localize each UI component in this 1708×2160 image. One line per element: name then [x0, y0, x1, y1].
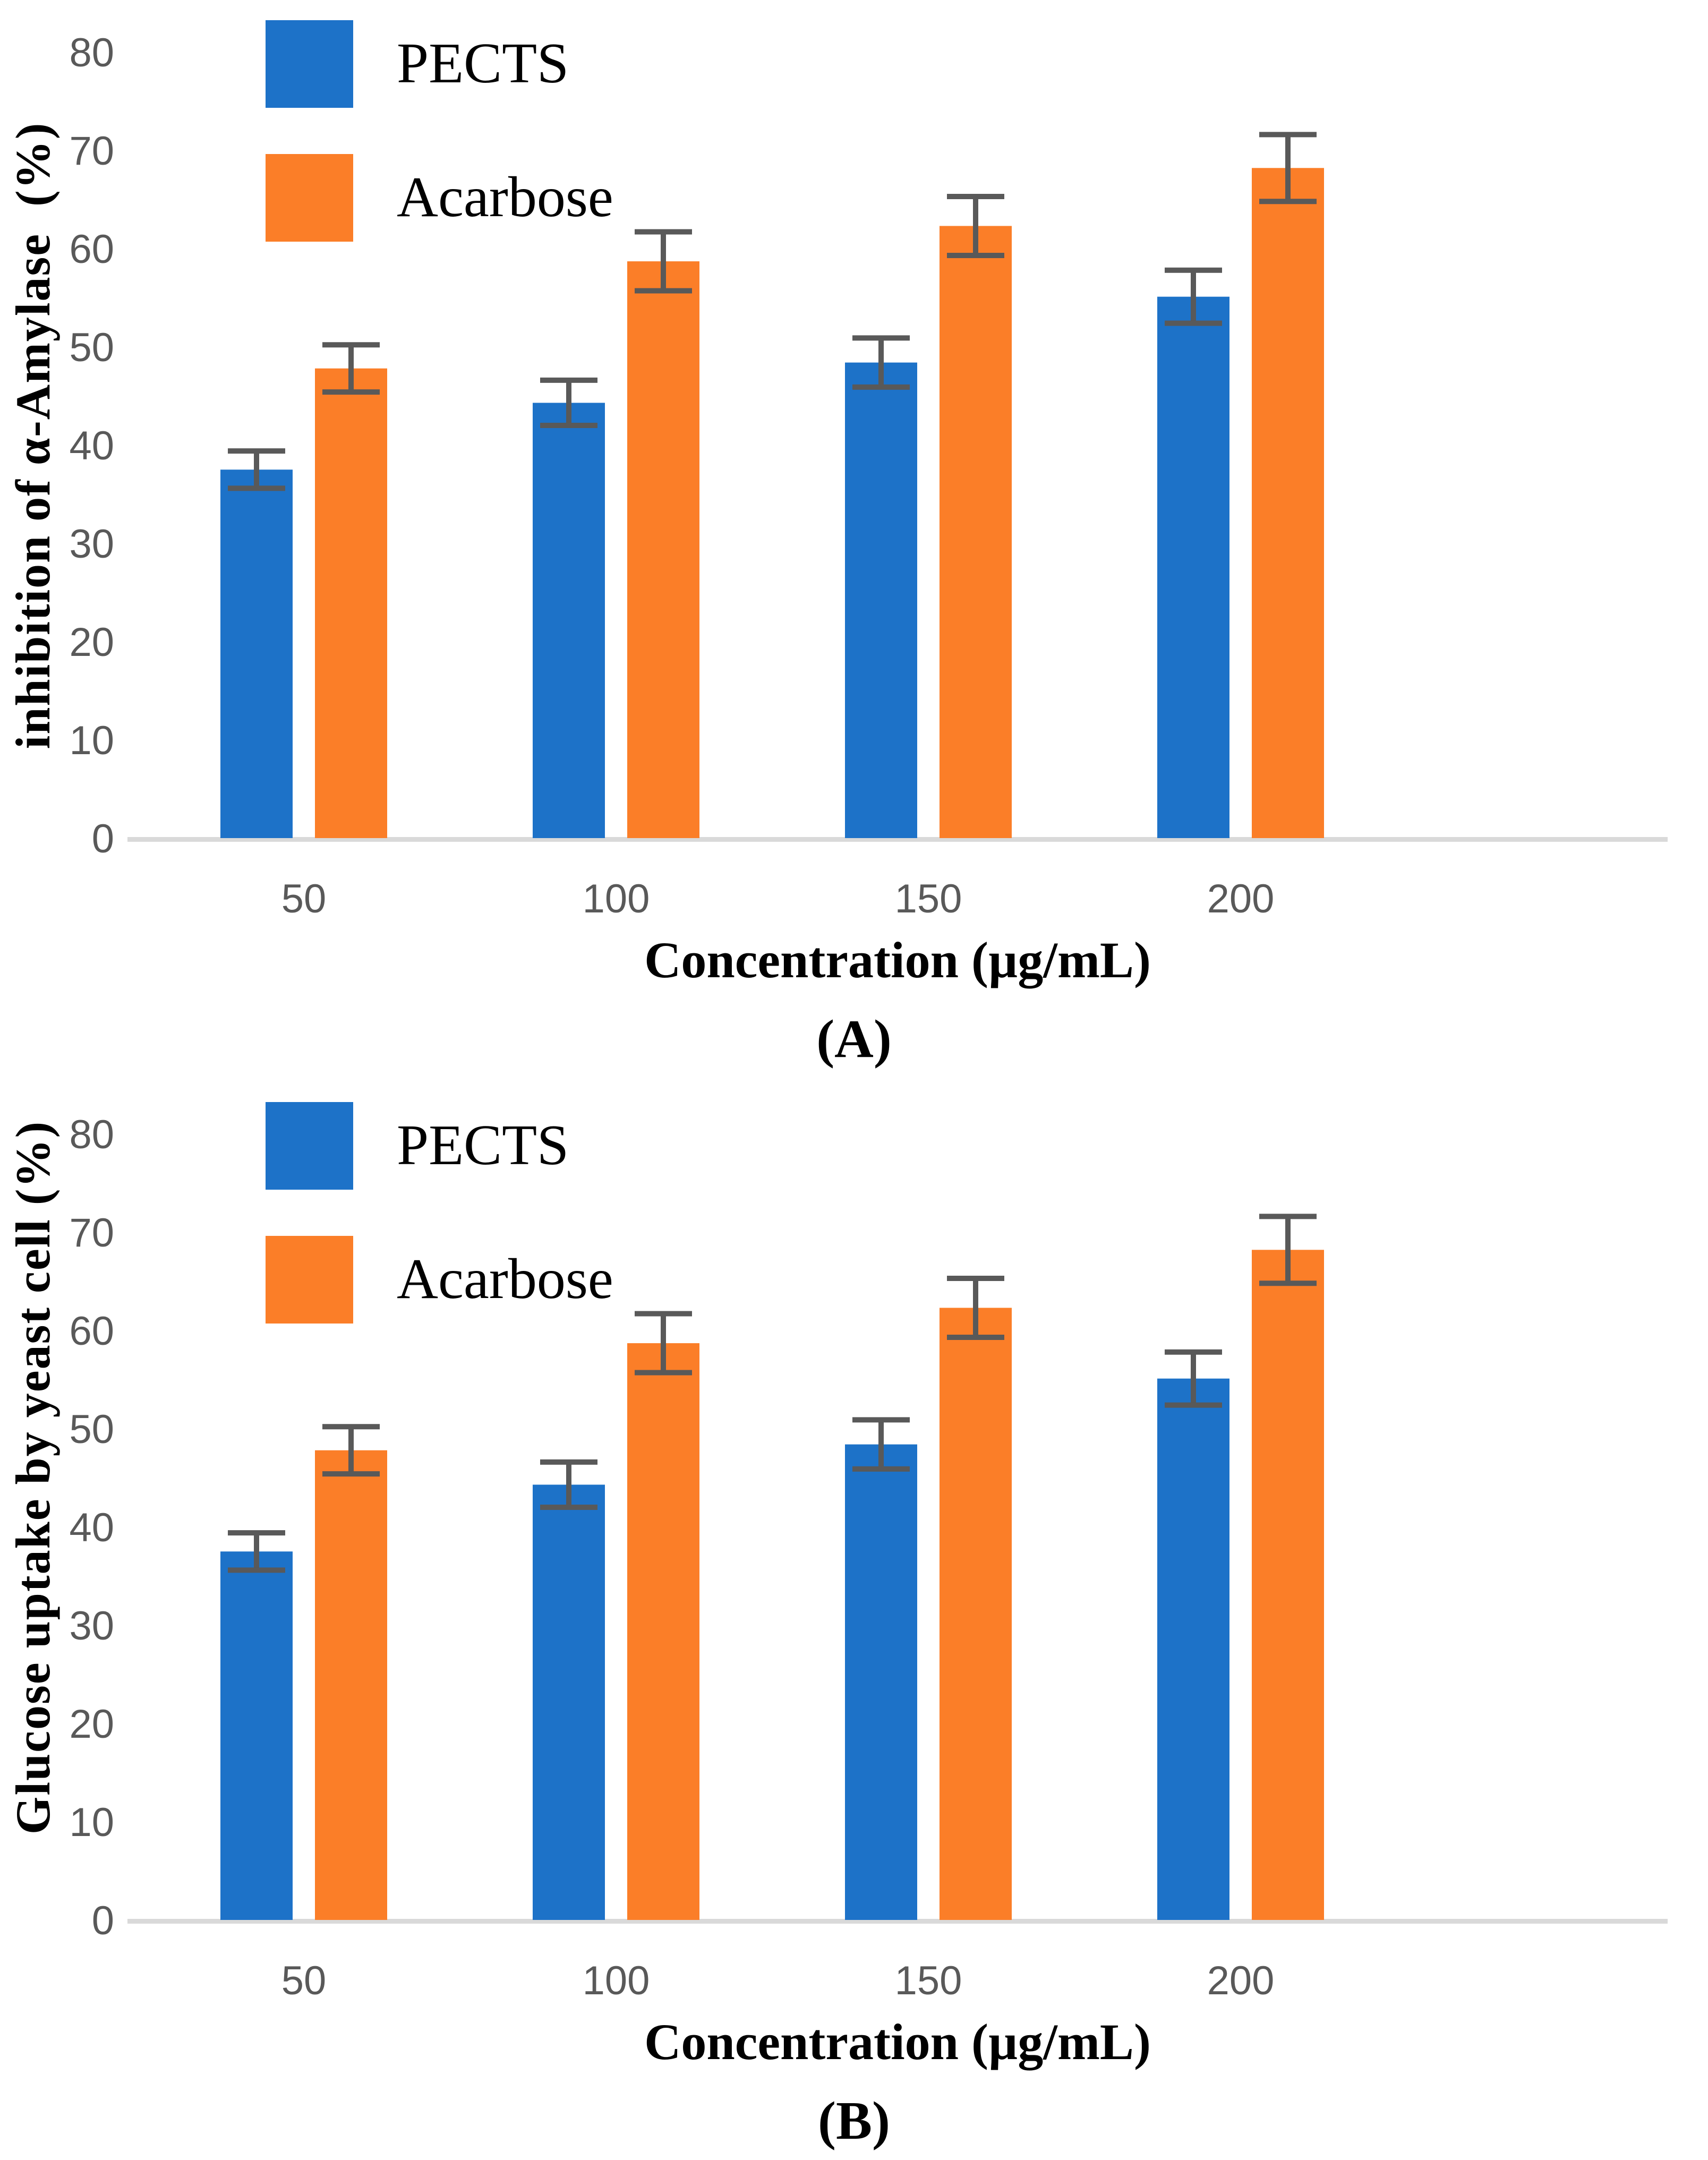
error-bar-acarbose-200	[1259, 1214, 1317, 1286]
bar-acarbose-50	[315, 368, 387, 838]
x-axis-title-b: Concentration (µg/mL)	[644, 2013, 1151, 2070]
chart-b-plot: 0 10 20 30 40 50 60 70 80 50 100 150 200	[69, 1112, 1668, 2003]
bar-pects-100	[533, 403, 605, 838]
pects-label: PECTS	[397, 32, 569, 95]
x-axis-line	[127, 837, 1668, 842]
y-tick-20: 20	[69, 620, 114, 665]
pects-label: PECTS	[397, 1114, 569, 1177]
acarbose-swatch	[266, 1235, 353, 1324]
y-axis-title-b: Glucose uptake by yeast cell (%)	[6, 1120, 60, 1835]
error-bar-pects-200	[1165, 267, 1222, 326]
y-tick-50: 50	[69, 325, 114, 370]
legend-item-pects: PECTS	[266, 19, 613, 109]
bar-acarbose-100	[627, 1343, 699, 1920]
x-axis-line	[127, 1919, 1668, 1924]
error-bar-acarbose-50	[322, 1424, 380, 1477]
x-tick-100: 100	[583, 1958, 650, 2003]
error-bar-pects-50	[228, 448, 285, 491]
error-bar-acarbose-100	[635, 229, 692, 294]
bar-pects-150	[845, 362, 917, 838]
error-bar-acarbose-150	[947, 193, 1004, 258]
panel-label-b: (B)	[818, 2091, 890, 2151]
panel-b: 0 10 20 30 40 50 60 70 80 50 100 150 200 PECTS Acarb…	[0, 1082, 1708, 2160]
bar-pects-200	[1157, 1378, 1229, 1920]
bar-acarbose-150	[940, 1308, 1012, 1920]
y-tick-50: 50	[69, 1407, 114, 1452]
y-tick-0: 0	[92, 816, 114, 861]
y-tick-70: 70	[69, 129, 114, 174]
bar-acarbose-50	[315, 1450, 387, 1920]
error-bar-pects-50	[228, 1530, 285, 1573]
y-tick-10: 10	[69, 718, 114, 763]
legend-item-acarbose: Acarbose	[266, 152, 613, 243]
x-tick-150: 150	[895, 1958, 962, 2003]
y-tick-30: 30	[69, 522, 114, 567]
legend-b: PECTS Acarbose	[266, 1100, 613, 1368]
x-tick-50: 50	[281, 1958, 327, 2003]
error-bar-acarbose-100	[635, 1311, 692, 1376]
y-tick-0: 0	[92, 1898, 114, 1943]
y-tick-60: 60	[69, 227, 114, 272]
error-bar-pects-200	[1165, 1349, 1222, 1408]
bar-pects-150	[845, 1444, 917, 1920]
error-bar-pects-100	[540, 377, 597, 428]
y-axis-title-a: inhibition of α-Amylase (%)	[6, 122, 60, 749]
panel-label-a: (A)	[816, 1009, 892, 1069]
pects-swatch	[266, 1102, 353, 1190]
y-tick-70: 70	[69, 1210, 114, 1256]
legend-item-pects: PECTS	[266, 1100, 613, 1191]
bar-pects-50	[220, 1551, 293, 1920]
y-tick-10: 10	[69, 1800, 114, 1845]
bar-pects-50	[220, 469, 293, 838]
y-tick-30: 30	[69, 1603, 114, 1649]
pects-swatch	[266, 20, 353, 108]
acarbose-label: Acarbose	[397, 1248, 613, 1311]
x-axis-title-a: Concentration (µg/mL)	[644, 932, 1151, 988]
bar-acarbose-200	[1252, 1250, 1324, 1920]
x-tick-200: 200	[1207, 876, 1275, 921]
y-tick-60: 60	[69, 1309, 114, 1354]
y-tick-80: 80	[69, 1112, 114, 1157]
bar-pects-200	[1157, 296, 1229, 838]
bar-acarbose-150	[940, 226, 1012, 839]
bar-acarbose-200	[1252, 168, 1324, 838]
panel-a: 0 10 20 30 40 50 60 70 80 50 100 150 200 PECTS Acarb…	[0, 0, 1708, 1078]
legend-item-acarbose: Acarbose	[266, 1234, 613, 1325]
y-tick-80: 80	[69, 30, 114, 75]
error-bar-pects-150	[852, 335, 910, 390]
chart-a-plot: 0 10 20 30 40 50 60 70 80 50 100 150 200	[69, 30, 1668, 921]
y-tick-40: 40	[69, 423, 114, 468]
bar-acarbose-100	[627, 261, 699, 838]
x-tick-200: 200	[1207, 1958, 1275, 2003]
error-bar-acarbose-50	[322, 342, 380, 395]
error-bar-acarbose-200	[1259, 132, 1317, 204]
bar-pects-100	[533, 1484, 605, 1920]
legend-a: PECTS Acarbose	[266, 19, 613, 286]
y-tick-20: 20	[69, 1702, 114, 1747]
acarbose-swatch	[266, 153, 353, 242]
error-bar-pects-150	[852, 1417, 910, 1472]
x-tick-100: 100	[583, 876, 650, 921]
x-tick-50: 50	[281, 876, 327, 921]
y-tick-40: 40	[69, 1505, 114, 1550]
acarbose-label: Acarbose	[397, 166, 613, 229]
error-bar-acarbose-150	[947, 1275, 1004, 1340]
x-tick-150: 150	[895, 876, 962, 921]
error-bar-pects-100	[540, 1459, 597, 1510]
